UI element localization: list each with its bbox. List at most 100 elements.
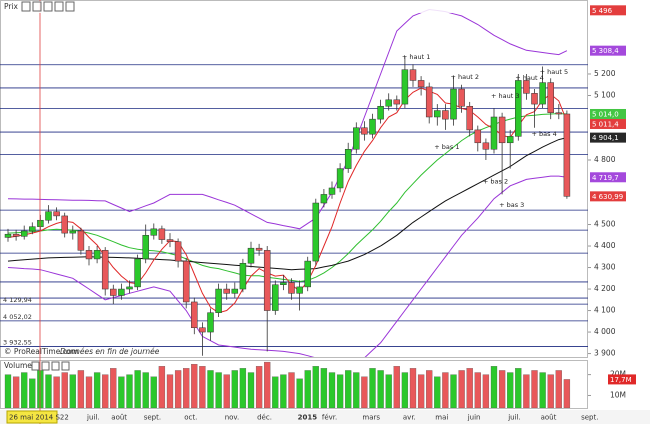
candle-body: [191, 301, 198, 329]
volume-bar: [118, 376, 125, 408]
volume-tick-label: 10M: [610, 390, 626, 399]
price-marker: [590, 108, 626, 119]
candle-body: [280, 282, 287, 285]
candle-body: [490, 116, 498, 150]
volume-bar: [539, 372, 546, 408]
candle-body: [101, 250, 109, 290]
volume-bar: [37, 370, 44, 408]
volume-bar: [247, 372, 255, 408]
candle-body: [296, 286, 303, 294]
x-tick-label: avr.: [403, 414, 416, 422]
volume-bar: [498, 370, 506, 408]
volume-bar: [288, 372, 295, 408]
toolbar: Prix: [1, 1, 586, 13]
candle-body: [312, 202, 320, 262]
volume-tick-label: 20M: [610, 370, 626, 379]
indicator-line: [7, 137, 568, 271]
candle-body: [482, 142, 490, 150]
indicator-line: [7, 8, 568, 230]
toolbar-bg: [1, 1, 586, 13]
y-tick-label: 4 400: [594, 241, 616, 250]
volume-bar: [21, 372, 28, 408]
tool-icon[interactable]: [43, 1, 53, 12]
candle-body: [12, 233, 20, 237]
candle-body: [199, 327, 206, 333]
cursor-label-box: [6, 410, 58, 424]
volume-bar: [102, 374, 109, 408]
level-label: 4 129,94: [3, 296, 32, 304]
tool-icon[interactable]: [31, 361, 40, 371]
volume-bar: [482, 374, 490, 408]
candle-body: [61, 215, 68, 234]
candle-body: [29, 226, 36, 232]
volume-bar: [4, 374, 12, 408]
volume-bar: [474, 372, 481, 408]
candle-body: [474, 129, 482, 144]
volume-bar: [223, 374, 230, 408]
annotation: + haut 2: [451, 73, 480, 81]
volume-bar: [77, 370, 85, 408]
volume-bar: [142, 372, 149, 408]
candle-body: [247, 247, 255, 264]
candle-body: [458, 88, 465, 107]
candle-body: [272, 284, 279, 311]
volume-bar: [166, 374, 174, 408]
volume-bar: [215, 372, 222, 408]
volume-bar: [150, 376, 157, 408]
candle-body: [442, 110, 449, 120]
tool-icon[interactable]: [51, 361, 60, 371]
candle-body: [85, 250, 93, 260]
volume-bar: [547, 374, 554, 408]
volume-bar: [12, 376, 20, 408]
tool-icon[interactable]: [61, 361, 70, 371]
volume-bar: [320, 368, 328, 408]
annotation: + bas 2: [483, 178, 508, 186]
tool-icon[interactable]: [54, 1, 64, 12]
candle-body: [53, 211, 60, 217]
volume-bar: [304, 370, 311, 408]
volume-bar: [110, 368, 117, 408]
x-tick-label: nov.: [225, 414, 240, 422]
price-marker: [590, 132, 626, 143]
volume-bar: [563, 379, 571, 408]
candle-body: [353, 127, 360, 150]
tool-icon[interactable]: [41, 361, 50, 371]
annotation: + haut 3: [491, 92, 520, 100]
candle-body: [207, 312, 214, 333]
price-marker-label: 5 308,4: [592, 47, 619, 55]
volume-bar: [336, 374, 344, 408]
volume-bar: [369, 368, 376, 408]
x-tick-label: août: [541, 414, 557, 422]
note: Données en fin de journée: [60, 347, 160, 356]
volume-toolbar: Volume: [4, 361, 70, 371]
volume-title: Volume: [4, 361, 32, 370]
y-tick-label: 4 300: [594, 263, 616, 272]
volume-bar: [312, 366, 319, 408]
candle-body: [118, 288, 125, 296]
candle-body: [134, 258, 141, 288]
volume-bar: [174, 370, 182, 408]
tool-icon[interactable]: [21, 1, 31, 12]
candle-body: [215, 288, 222, 313]
candle-body: [466, 105, 473, 131]
volume-bar: [417, 374, 425, 408]
price-marker-label: 4 630,99: [592, 193, 623, 201]
indicator-line: [7, 175, 567, 357]
candle-body: [539, 82, 546, 105]
candle-body: [409, 69, 417, 81]
tool-icon[interactable]: [32, 1, 42, 12]
level-label: 4 052,02: [3, 313, 32, 321]
candle-body: [45, 211, 52, 221]
x-tick-label: oct.: [184, 414, 197, 422]
candle-body: [150, 228, 158, 236]
annotation: + bas 1: [434, 143, 459, 151]
volume-bar: [328, 372, 336, 408]
x-tick-label: 2015: [298, 414, 318, 422]
candle-body: [182, 260, 190, 303]
y-tick-label: 4 500: [594, 220, 616, 229]
candle-body: [531, 93, 538, 105]
tool-icon[interactable]: [65, 1, 75, 12]
volume-bar: [385, 374, 392, 408]
cursor-label: 26 mai 2014 S22: [9, 414, 69, 422]
candle-body: [174, 241, 182, 262]
